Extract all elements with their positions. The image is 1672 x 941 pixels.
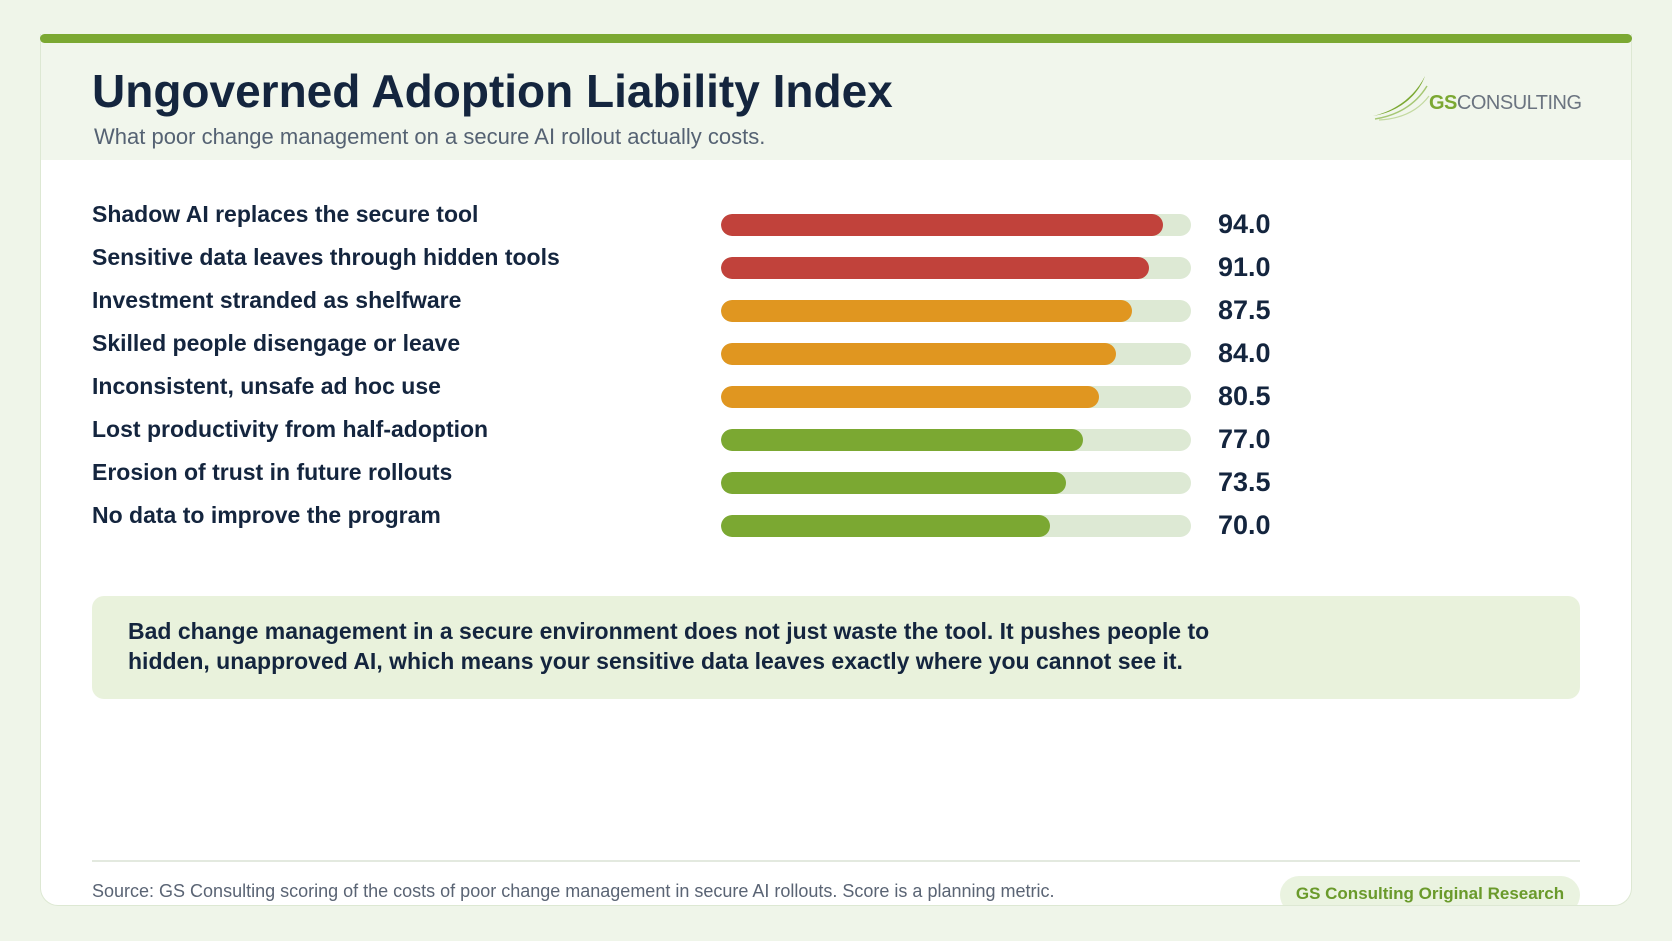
bar-category-label: Investment stranded as shelfware: [92, 287, 462, 313]
report-card: Ungoverned Adoption Liability Index What…: [40, 34, 1632, 906]
chart-row: Lost productivity from half-adoption 77.0: [41, 416, 1631, 459]
gs-consulting-logo: GSCONSULTING: [1371, 72, 1591, 122]
chart-row: Shadow AI replaces the secure tool 94.0: [41, 201, 1631, 244]
bar-category-label: Erosion of trust in future rollouts: [92, 459, 453, 485]
logo-swoosh-icon: [1373, 76, 1430, 121]
bar-category-label: Inconsistent, unsafe ad hoc use: [92, 373, 441, 399]
bar-value-label: 73.5: [1218, 467, 1271, 497]
page-subtitle: What poor change management on a secure …: [94, 124, 766, 149]
footer-divider: [92, 860, 1580, 862]
bar-track: [721, 386, 1191, 408]
logo-consulting-text: CONSULTING: [1456, 92, 1582, 114]
chart-row: Erosion of trust in future rollouts 73.5: [41, 459, 1631, 502]
bar-track: [721, 300, 1191, 322]
bar-value-label: 70.0: [1218, 510, 1271, 540]
bar-track: [721, 343, 1191, 365]
bar-fill: [721, 214, 1163, 236]
bar-track: [721, 472, 1191, 494]
bar-fill: [721, 472, 1067, 494]
bar-category-label: Shadow AI replaces the secure tool: [92, 201, 479, 227]
bar-track: [721, 257, 1191, 279]
bar-category-label: Sensitive data leaves through hidden too…: [92, 244, 560, 270]
chart-row: Investment stranded as shelfware 87.5: [41, 287, 1631, 330]
logo-wordmark: GSCONSULTING: [1429, 92, 1582, 115]
bar-fill: [721, 429, 1083, 451]
bar-fill: [721, 343, 1116, 365]
bar-value-label: 77.0: [1218, 424, 1271, 454]
bar-value-label: 94.0: [1218, 209, 1271, 239]
bar-category-label: Lost productivity from half-adoption: [92, 416, 489, 442]
original-research-badge: GS Consulting Original Research: [1280, 876, 1580, 905]
bar-value-label: 91.0: [1218, 252, 1271, 282]
chart-row: Inconsistent, unsafe ad hoc use 80.5: [41, 373, 1631, 416]
bar-fill: [721, 386, 1100, 408]
bar-track: [721, 429, 1191, 451]
callout-text: Bad change management in a secure enviro…: [128, 618, 1210, 674]
chart-row: Sensitive data leaves through hidden too…: [41, 244, 1631, 287]
bar-value-label: 87.5: [1218, 295, 1271, 325]
bar-fill: [721, 300, 1133, 322]
bar-track: [721, 515, 1191, 537]
top-accent-bar: [40, 34, 1632, 43]
source-note: Source: GS Consulting scoring of the cos…: [92, 881, 1055, 901]
bar-fill: [721, 257, 1149, 279]
bar-value-label: 84.0: [1218, 338, 1271, 368]
key-insight-callout: Bad change management in a secure enviro…: [92, 596, 1580, 699]
bar-category-label: No data to improve the program: [92, 502, 441, 528]
bar-category-label: Skilled people disengage or leave: [92, 330, 461, 356]
bar-value-label: 80.5: [1218, 381, 1271, 411]
bar-track: [721, 214, 1191, 236]
chart-row: Skilled people disengage or leave 84.0: [41, 330, 1631, 373]
header: Ungoverned Adoption Liability Index What…: [41, 34, 1631, 160]
chart-row: No data to improve the program 70.0: [41, 502, 1631, 545]
bar-fill: [721, 515, 1050, 537]
page-title: Ungoverned Adoption Liability Index: [92, 65, 893, 117]
logo-gs-text: GS: [1429, 92, 1457, 114]
